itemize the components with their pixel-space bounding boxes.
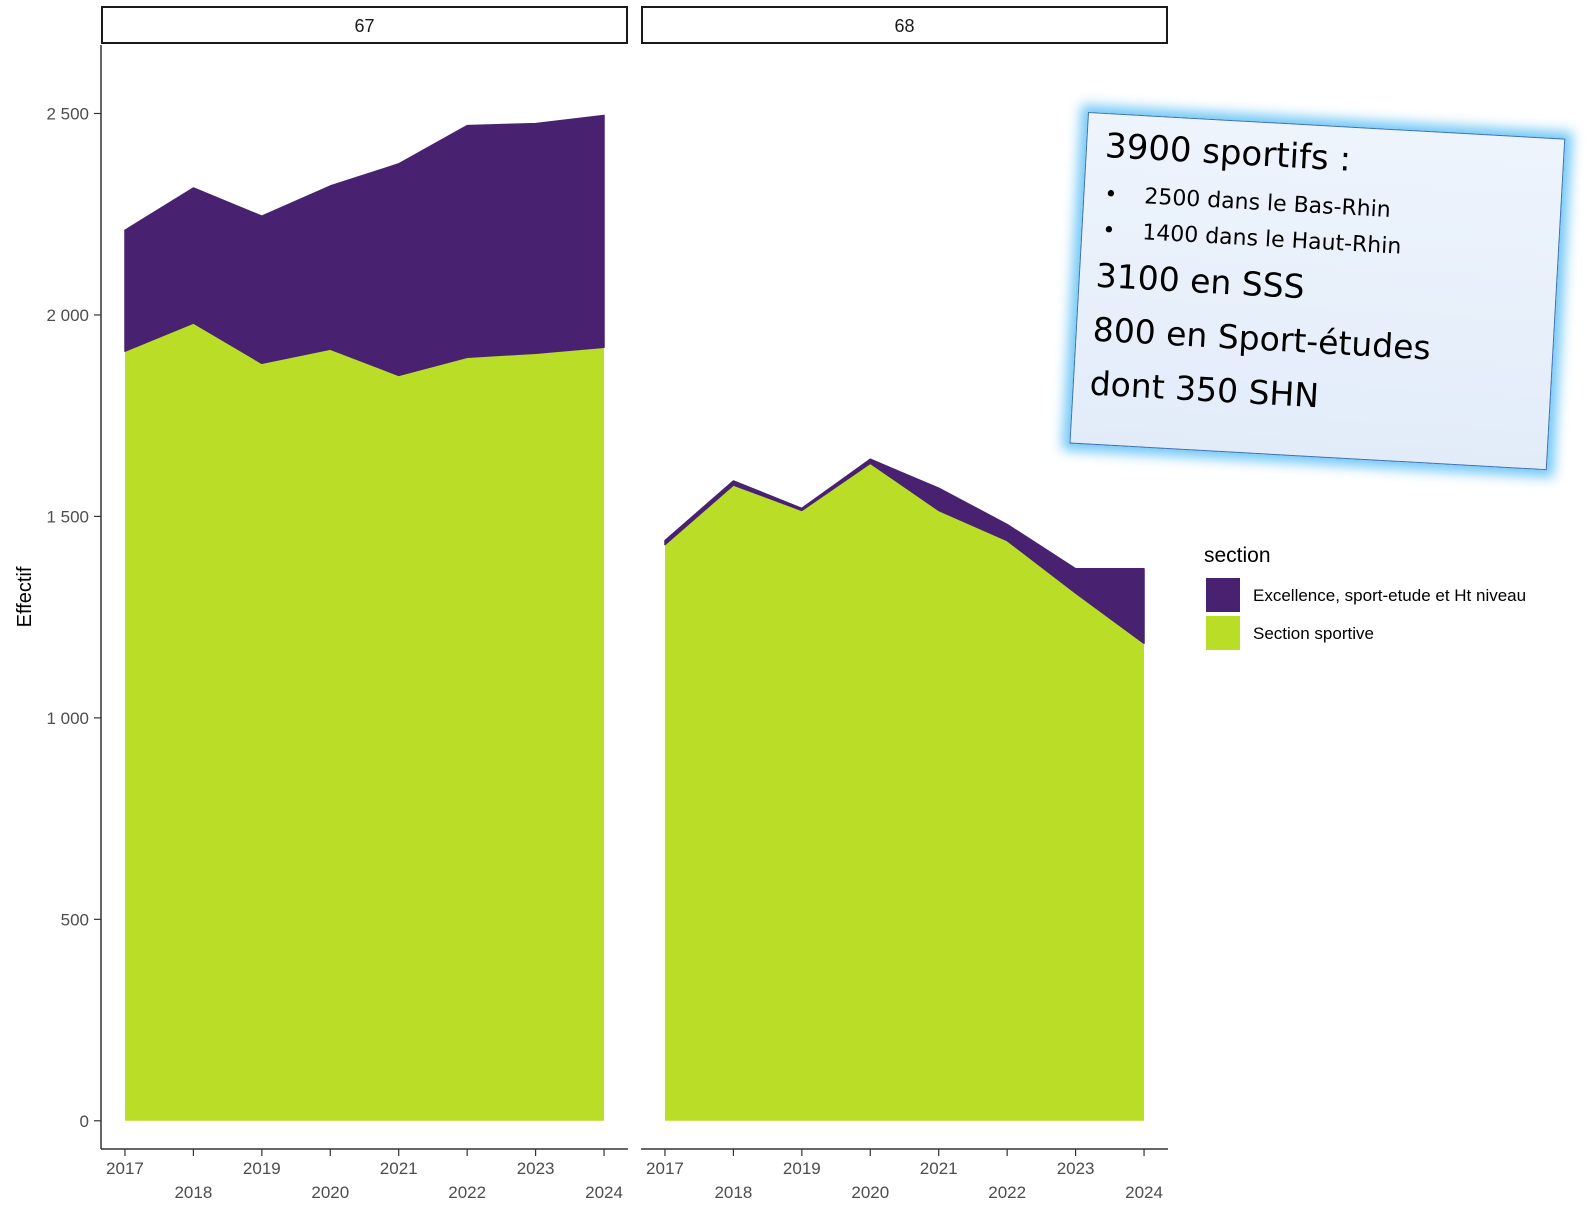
bullet-dot: • [1101,218,1117,244]
callout-line: 800 en Sport-études [1091,309,1432,368]
x-tick-label: 2020 [311,1183,349,1202]
callout-bullet: • 1400 dans le Haut-Rhin [1102,218,1402,260]
x-tick-label: 2024 [1125,1183,1163,1202]
x-tick-label: 2019 [783,1159,821,1178]
y-tick-label: 500 [61,910,89,929]
legend-label: Excellence, sport-etude et Ht niveau [1253,586,1526,605]
callout-line: 3100 en SSS [1094,255,1306,307]
x-tick-label: 2018 [714,1183,752,1202]
area-excellence [124,114,605,377]
area-section-sportive [125,323,604,1121]
callout-line: dont 350 SHN [1088,363,1321,416]
callout-bullet-text: 1400 dans le Haut-Rhin [1141,220,1402,260]
x-tick-label: 2020 [851,1183,889,1202]
x-tick-label: 2023 [1057,1159,1095,1178]
bullet-dot: • [1103,182,1119,208]
x-tick-label: 2024 [585,1183,623,1202]
y-tick-label: 1 500 [46,507,89,526]
legend-swatch [1206,616,1240,650]
callout-bullet: • 2500 dans le Bas-Rhin [1104,182,1392,223]
callout-bullet-text: 2500 dans le Bas-Rhin [1143,184,1392,224]
x-tick-label: 2021 [380,1159,418,1178]
facet-strip-label: 67 [354,16,374,36]
x-tick-label: 2022 [448,1183,486,1202]
area-section-sportive [665,463,1144,1121]
area-excellence [664,458,1145,645]
x-tick-label: 2017 [106,1159,144,1178]
x-tick-label: 2019 [243,1159,281,1178]
y-tick-label: 2 500 [46,104,89,123]
x-tick-label: 2023 [517,1159,555,1178]
y-axis-title: Effectif [14,566,36,627]
legend-title: section [1204,544,1271,567]
y-tick-label: 0 [80,1112,89,1131]
facet-strip [101,6,628,44]
legend-label: Section sportive [1253,624,1374,643]
x-tick-label: 2018 [174,1183,212,1202]
facet-strip-label: 68 [894,16,914,36]
y-tick-label: 2 000 [46,306,89,325]
callout-headline: 3900 sportifs : [1104,126,1353,180]
facet-strip [641,6,1168,44]
x-tick-label: 2022 [988,1183,1026,1202]
x-tick-label: 2021 [920,1159,958,1178]
callout-box: 3900 sportifs : • 2500 dans le Bas-Rhin •… [1069,112,1566,471]
y-tick-label: 1 000 [46,709,89,728]
legend-swatch [1206,578,1240,612]
x-tick-label: 2017 [646,1159,684,1178]
